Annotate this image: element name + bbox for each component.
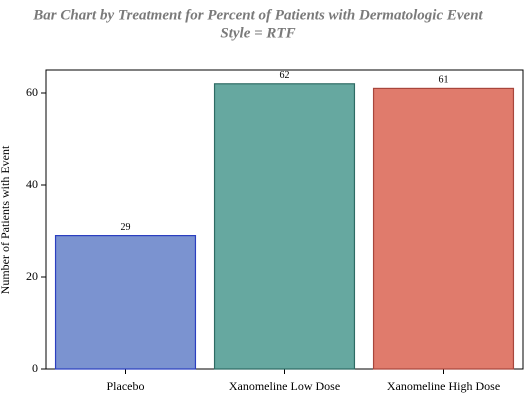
bar — [372, 87, 515, 370]
y-tick-label: 20 — [26, 269, 38, 283]
y-tick-label: 40 — [26, 177, 38, 191]
x-tick-label: Xanomeline High Dose — [387, 379, 500, 393]
value-label: 29 — [121, 222, 131, 233]
y-axis-label: Number of Patients with Event — [0, 145, 12, 294]
bar — [54, 235, 197, 370]
x-tick-label: Xanomeline Low Dose — [229, 379, 340, 393]
bar — [213, 83, 356, 370]
chart-subtitle: Style = RTF — [220, 25, 295, 41]
value-label: 61 — [439, 75, 449, 86]
chart-title: Bar Chart by Treatment for Percent of Pa… — [32, 7, 483, 23]
y-tick-label: 60 — [26, 85, 38, 99]
x-tick-label: Placebo — [107, 379, 145, 393]
value-label: 62 — [280, 70, 290, 81]
y-tick-label: 0 — [32, 361, 38, 375]
